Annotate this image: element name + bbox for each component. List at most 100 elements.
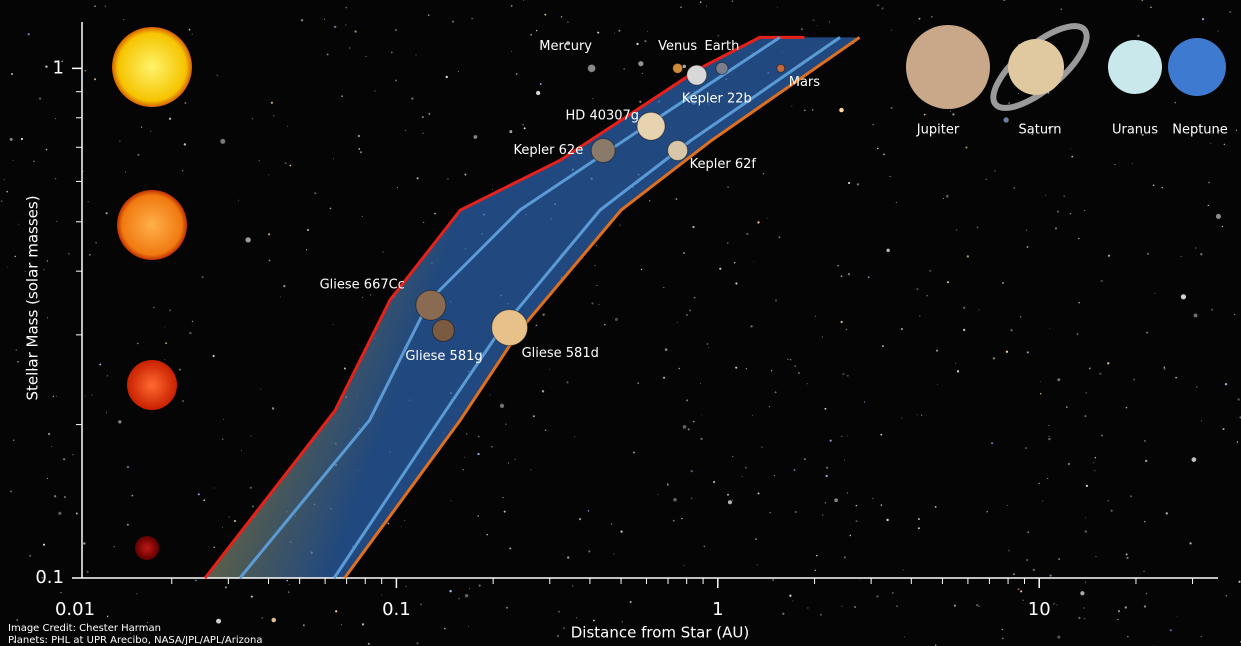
star [699,383,701,385]
star [891,29,893,31]
star [1225,595,1227,597]
star [901,417,903,419]
star [54,178,57,180]
star [640,268,643,271]
star [358,148,361,150]
star [3,179,5,181]
star [405,585,407,587]
star [47,432,51,436]
y-tick-label: 1 [53,57,64,78]
star [641,72,643,74]
star [1124,606,1128,609]
star [746,232,749,236]
star [492,189,494,191]
star [445,75,448,79]
star [1163,366,1166,368]
star [213,487,215,489]
star [1080,591,1085,596]
star [717,34,720,37]
star [829,21,831,23]
star [934,506,937,508]
star [886,248,890,253]
star [188,28,191,31]
star [1056,604,1058,606]
star [1070,148,1071,150]
star [1084,415,1087,417]
planet [636,111,666,141]
planet-label: Earth [704,39,739,54]
planet [587,63,597,73]
star-icon [127,360,177,410]
star [1217,30,1219,32]
star [51,446,52,448]
star [686,314,688,316]
star [1099,372,1102,375]
star [859,579,861,581]
planet [667,139,689,161]
star [613,553,615,555]
star [279,296,281,298]
star [812,19,815,22]
planet [715,61,729,75]
star [825,474,828,478]
star [683,565,685,567]
star [1057,210,1059,213]
star [1101,434,1103,437]
star [9,137,13,141]
star [594,264,596,266]
star [515,73,518,75]
star [283,285,286,288]
star [530,34,532,36]
star [54,59,56,61]
star [86,570,89,573]
star [126,523,129,526]
star [1069,212,1072,215]
star [1020,590,1023,593]
star [1048,126,1051,130]
star [532,415,535,418]
star [505,423,507,425]
star [821,336,823,338]
star [793,469,796,471]
star [174,642,176,644]
star [1008,549,1010,552]
star [614,317,618,321]
star [87,201,89,203]
zone-boundary [203,35,805,579]
star [985,178,987,180]
star [699,1,702,3]
star [395,79,397,82]
planet-icon [1008,39,1064,95]
star [54,118,56,120]
star [27,33,30,36]
star [949,110,951,112]
star [99,363,102,366]
star [1163,367,1166,370]
star [348,47,351,49]
star [855,520,858,522]
star [7,266,9,268]
star [14,255,16,258]
star [146,621,149,624]
star [1085,484,1089,488]
star [757,492,760,495]
star [681,517,683,520]
star [396,187,398,189]
star [1039,381,1041,382]
star [735,366,738,369]
star [478,435,480,438]
star [886,518,889,522]
star [637,382,640,385]
star [1129,495,1132,498]
star [33,160,35,163]
star [544,429,547,432]
planet-label: Gliese 667Cc [320,278,405,293]
star [38,97,42,100]
star [1053,602,1055,605]
star [1060,8,1062,10]
star [732,456,734,458]
star [1017,588,1020,591]
star [1084,209,1086,211]
star [357,134,361,138]
